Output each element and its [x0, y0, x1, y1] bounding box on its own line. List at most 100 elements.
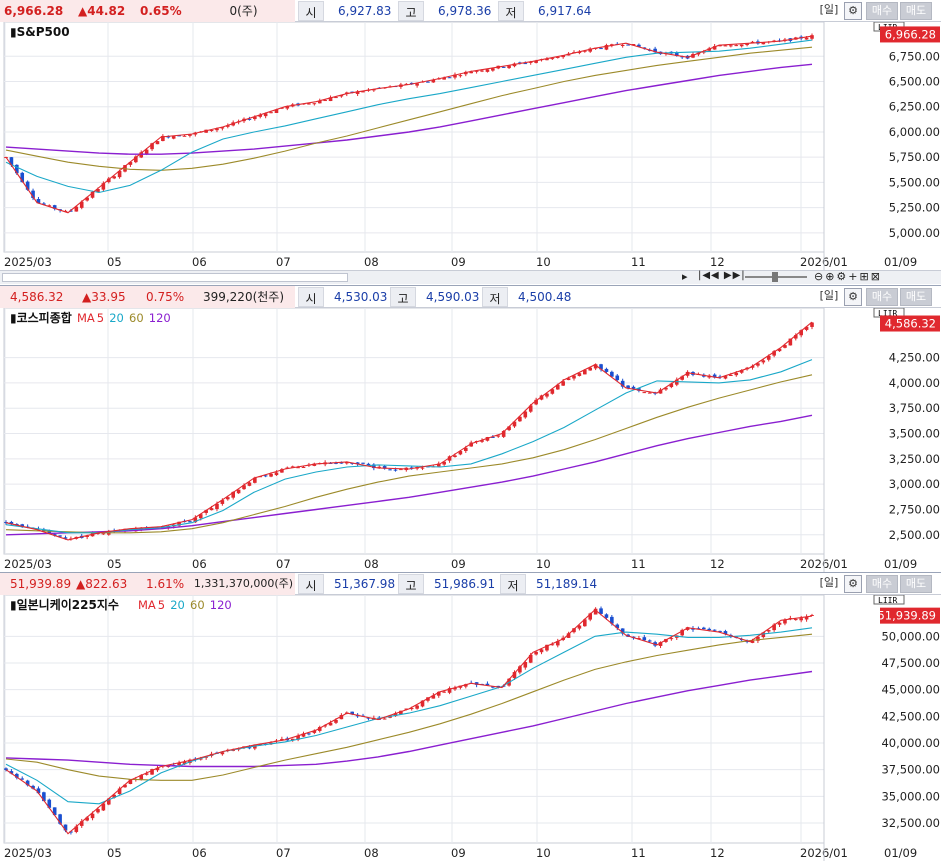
candle-body — [15, 524, 19, 526]
candle-body — [269, 112, 273, 114]
candle-body — [620, 44, 625, 46]
settings-icon[interactable]: ⚙ — [844, 2, 862, 20]
candle-body — [382, 466, 387, 469]
scroll-thumb[interactable] — [2, 273, 348, 282]
candle-body — [36, 199, 41, 204]
candle-body — [193, 517, 198, 523]
sell-button[interactable]: 매도 — [900, 288, 932, 306]
buy-button[interactable]: 매수 — [866, 575, 898, 593]
candle-body — [485, 437, 490, 441]
candle-body — [198, 514, 203, 519]
sell-button[interactable]: 매도 — [900, 2, 932, 20]
settings-icon[interactable]: ⚙ — [844, 288, 862, 306]
candle-body — [96, 809, 100, 813]
price-chart[interactable]: 50,000.00 47,500.00 45,000.00 42,500.00 40,0… — [0, 595, 941, 861]
candle-body — [79, 821, 84, 826]
candle-body — [274, 472, 279, 476]
ma120-line — [5, 670, 813, 768]
candle-body — [112, 176, 116, 179]
candle-body — [225, 497, 230, 500]
y-tick-label: 40,000.00 — [881, 736, 940, 750]
buy-button[interactable]: 매수 — [866, 2, 898, 20]
sell-button[interactable]: 매도 — [900, 575, 932, 593]
last-price-box — [880, 315, 940, 332]
chart-title: ▮일본니케이225지수 — [10, 597, 119, 612]
candle-body — [231, 491, 235, 498]
x-tick-label: 05 — [107, 846, 122, 860]
chart-scrollbar[interactable]: ▸ |◀◀ ▶▶| ⊖⊕⚙+⊞⊠ — [0, 270, 941, 284]
candle-body — [496, 685, 501, 687]
settings-icon[interactable]: ⚙ — [844, 575, 862, 593]
ma20-line — [5, 627, 813, 805]
candle-body — [761, 42, 766, 45]
candle-body — [123, 784, 127, 788]
candle-body — [485, 69, 490, 72]
candle-body — [539, 649, 544, 653]
period-button[interactable]: [일] — [819, 576, 839, 589]
open-label: 시 — [298, 1, 324, 21]
candle-body — [290, 466, 295, 468]
ma-legend-item: 60 — [129, 311, 144, 325]
candle-body — [620, 628, 625, 634]
period-button[interactable]: [일] — [819, 3, 839, 16]
candle-body — [561, 55, 565, 58]
candle-body — [739, 44, 744, 47]
candle-body — [458, 75, 463, 77]
candle-body — [63, 824, 68, 831]
y-tick-label: 45,000.00 — [881, 683, 940, 697]
chart-panel-nikkei: 51,939.89 ▲822.63 1.61% 1,331,370,000(주)… — [0, 573, 941, 861]
candle-body — [344, 462, 349, 464]
candle-body — [42, 203, 46, 205]
candle-body — [236, 489, 241, 494]
candle-body — [36, 788, 41, 794]
scale-tag: LIIR — [873, 595, 905, 605]
candle-body — [372, 464, 376, 469]
candle-body — [85, 535, 89, 537]
y-tick-label: 4,250.00 — [889, 351, 940, 365]
candle-body — [615, 375, 620, 381]
candle-body — [463, 447, 468, 452]
ma20-line — [5, 359, 813, 534]
candle-body — [810, 35, 814, 39]
candle-body — [572, 628, 576, 633]
candle-body — [647, 392, 652, 394]
y-tick-label: 3,750.00 — [889, 401, 940, 415]
price-chart[interactable]: 4,250.00 4,000.00 3,750.00 3,500.00 3,250.00… — [0, 308, 941, 572]
candle-body — [74, 206, 79, 212]
candle-body — [188, 134, 192, 136]
low-label: 저 — [482, 287, 508, 307]
zoom-slider-thumb[interactable] — [772, 272, 778, 282]
candle-body — [274, 109, 279, 113]
y-tick-label: 3,250.00 — [889, 452, 940, 466]
candle-body — [761, 360, 766, 363]
zoom-controls[interactable]: |◀◀ ▶▶| — [698, 270, 746, 281]
ma5-line — [5, 35, 813, 214]
x-tick-label: 11 — [631, 255, 646, 269]
candle-body — [220, 127, 225, 129]
candle-body — [263, 475, 268, 477]
candle-body — [209, 508, 214, 511]
low-label: 저 — [500, 574, 526, 594]
candle-body — [25, 780, 30, 786]
candle-body — [766, 630, 771, 632]
plot-area — [3, 22, 825, 253]
candle-body — [810, 322, 814, 327]
period-button[interactable]: [일] — [819, 289, 839, 302]
price-chart[interactable]: 6,750.00 6,500.00 6,250.00 6,000.00 5,750.00… — [0, 22, 941, 270]
zoom-buttons[interactable]: ⊖⊕⚙+⊞⊠ — [814, 270, 882, 283]
candle-body — [474, 70, 479, 72]
x-tick-label: 07 — [276, 255, 291, 269]
candle-body — [583, 369, 587, 375]
candle-body — [555, 384, 560, 390]
x-tick-label: 11 — [631, 846, 646, 860]
candle-body — [31, 785, 35, 789]
buy-button[interactable]: 매수 — [866, 288, 898, 306]
candle-body — [491, 436, 495, 438]
quote-bar: 51,939.89 ▲822.63 1.61% 1,331,370,000(주)… — [0, 573, 941, 595]
candle-body — [85, 197, 89, 201]
price: 51,939.89 — [0, 573, 72, 595]
candle-body — [155, 141, 160, 145]
scale-tag-text: LIIR — [878, 596, 897, 605]
scroll-right-icon[interactable]: ▸ — [682, 270, 688, 283]
low-label: 저 — [498, 1, 524, 21]
